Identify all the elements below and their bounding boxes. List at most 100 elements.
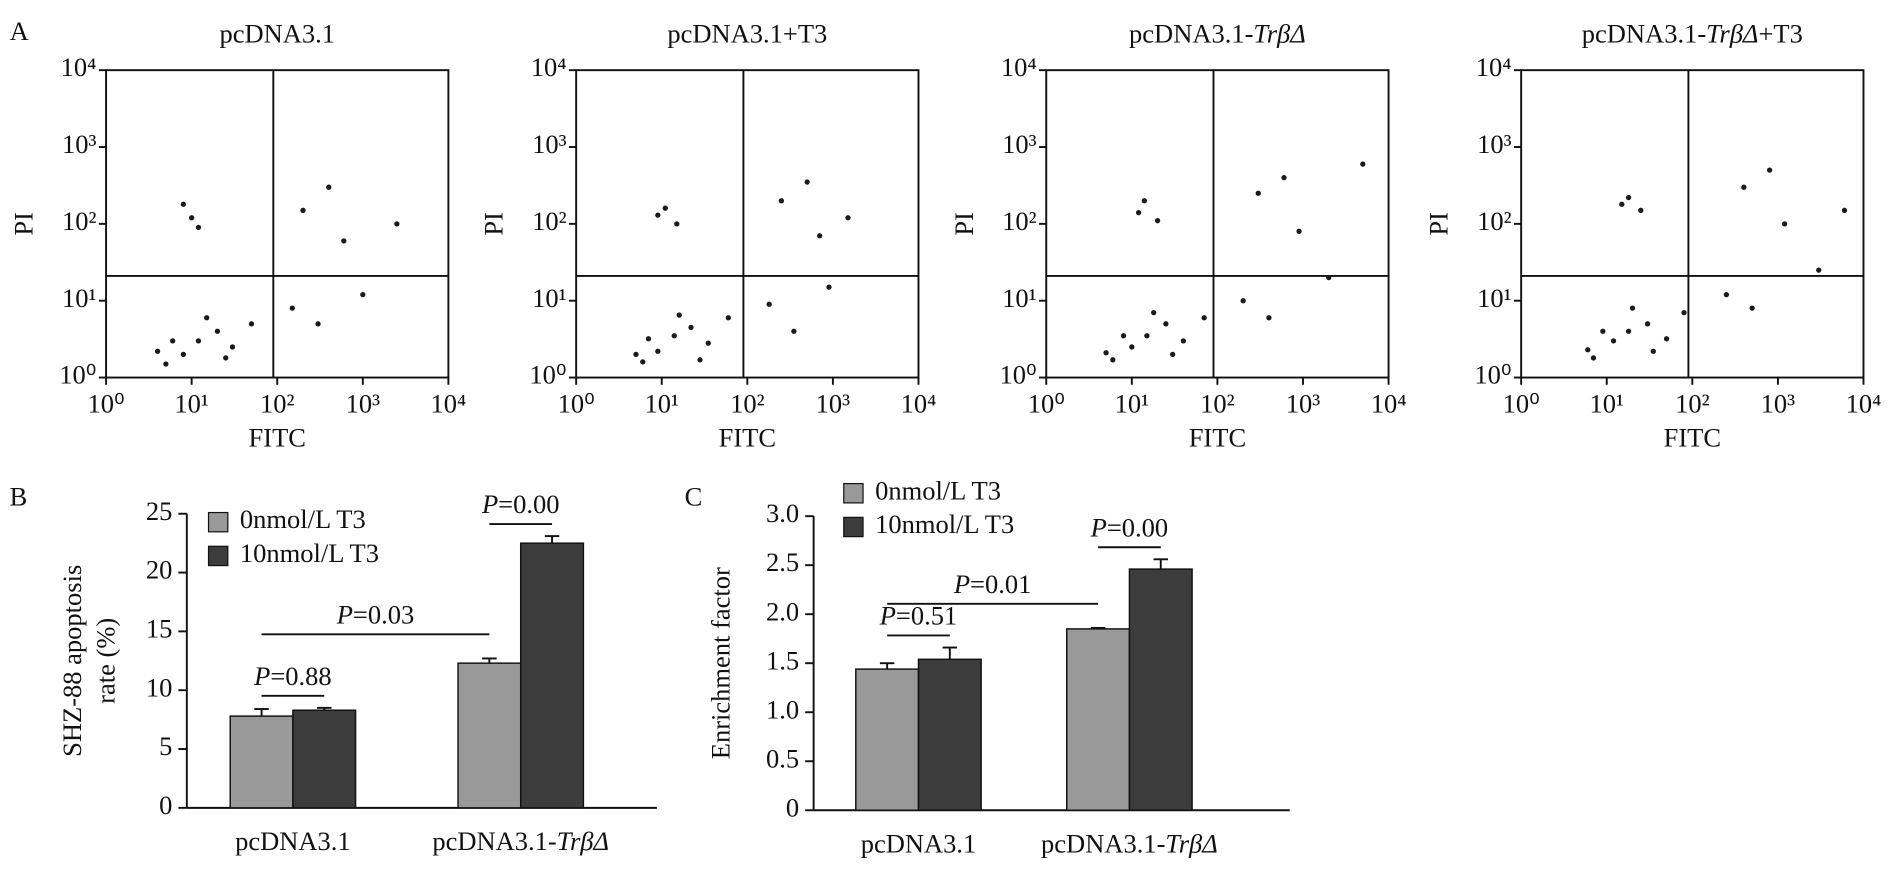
event-dot [394,221,400,227]
plot-title-part: TrβΔ [1253,19,1305,49]
x-tick-label-part: TrβΔ [557,826,609,856]
event-dot [1170,351,1176,358]
plot-title-part: TrβΔ [1706,19,1758,49]
event-dot [1266,315,1272,321]
y-tick-label: 10⁴ [1476,52,1512,82]
event-dot [189,215,195,221]
y-tick-label: 1.5 [766,645,799,675]
x-tick-label: 10⁴ [1846,389,1882,419]
event-dot [180,351,187,358]
y-tick-label: 10¹ [532,283,566,313]
legend-swatch [843,516,864,538]
event-dot [1201,315,1207,321]
event-dot [1741,184,1747,190]
y-tick-label: 10³ [532,129,567,159]
y-tick-label: 10² [1002,206,1037,236]
x-tick-label: 10⁰ [558,389,595,419]
x-axis-label: FITC [1664,422,1721,452]
event-dot [826,284,832,290]
plot-title-part: pcDNA3.1 [219,19,335,49]
x-axis-label: FITC [719,422,776,452]
y-tick-label: 2.5 [766,547,799,577]
legend-swatch [207,545,229,567]
p-value-part: =0.00 [1107,512,1168,542]
event-dot [688,324,694,330]
panel-label: B [10,481,28,511]
event-dot [163,361,169,367]
plot-title: pcDNA3.1+T3 [667,19,827,49]
event-dot [1625,328,1632,334]
bar [917,658,982,811]
x-tick-label: pcDNA3.1-TrβΔ [1041,829,1218,859]
y-tick-label: 10² [1477,206,1512,236]
event-dot [1255,190,1261,196]
event-dot [229,344,236,350]
event-dot [676,312,682,318]
p-value-part: P [879,601,896,631]
event-dot [725,315,731,321]
plot-title-part: pcDNA3.1- [1582,19,1706,49]
p-value-part: P [336,600,353,630]
event-dot [1638,207,1644,213]
panel-label: C [685,481,703,511]
event-dot [1585,347,1591,353]
event-dot [315,321,321,327]
event-dot [1650,348,1656,354]
event-dot [1110,357,1116,363]
event-dot [640,359,646,365]
x-tick-label-part: pcDNA3.1- [432,826,556,856]
event-dot [1681,309,1687,316]
y-axis-label: PI [1424,212,1454,236]
plot-title: pcDNA3.1-TrβΔ [1129,19,1306,49]
event-dot [154,348,161,354]
legend-swatch [843,483,864,504]
event-dot [1326,274,1332,281]
event-dot [633,351,639,358]
y-tick-label: 10³ [1002,129,1037,159]
x-tick-label: 10³ [1286,389,1321,419]
event-dot [1129,344,1135,350]
x-tick-label: 10¹ [174,389,208,419]
event-dot [1135,209,1142,216]
p-value-part: P [253,661,270,691]
bar [855,668,920,811]
event-dot [1816,267,1822,273]
event-dot [1663,336,1670,342]
legend-label: 0nmol/L T3 [875,475,1001,505]
y-tick-label: 10⁴ [61,52,97,82]
p-value: P=0.51 [879,601,958,631]
event-dot [1296,228,1302,234]
y-tick-label: 5 [159,731,172,761]
event-dot [1629,305,1636,311]
y-tick-label: 10⁴ [531,52,567,82]
y-tick-label: 10⁰ [999,360,1036,390]
x-tick-label: 10³ [1761,389,1796,419]
plot-title-part: pcDNA3.1- [1129,19,1253,49]
p-value: P=0.88 [253,661,332,691]
p-value-part: P [1090,512,1107,542]
bar [292,709,357,809]
x-tick-label-part: pcDNA3.1 [861,829,977,859]
p-value-part: =0.88 [270,661,331,691]
y-tick-label: 10 [146,672,173,702]
y-axis-label: PI [949,212,979,236]
y-tick-label: 0.5 [766,743,799,773]
y-tick-label: 10² [62,206,96,236]
p-value: P=0.00 [1090,512,1169,542]
event-dot [223,355,229,361]
y-tick-label: 1.0 [766,694,799,724]
p-value-part: =0.01 [970,569,1031,599]
plot-title: pcDNA3.1-TrβΔ+T3 [1582,19,1803,49]
event-dot [1619,201,1625,207]
x-tick-label: 10⁰ [88,389,125,419]
event-dot [1723,291,1730,298]
event-dot [804,179,810,185]
x-tick-label: pcDNA3.1-TrβΔ [432,826,609,856]
y-tick-label: 15 [146,613,173,643]
x-axis-label: FITC [1189,422,1246,452]
event-dot [1610,338,1617,344]
event-dot [248,321,255,327]
y-tick-label: 25 [146,496,173,526]
event-dot [662,205,668,211]
